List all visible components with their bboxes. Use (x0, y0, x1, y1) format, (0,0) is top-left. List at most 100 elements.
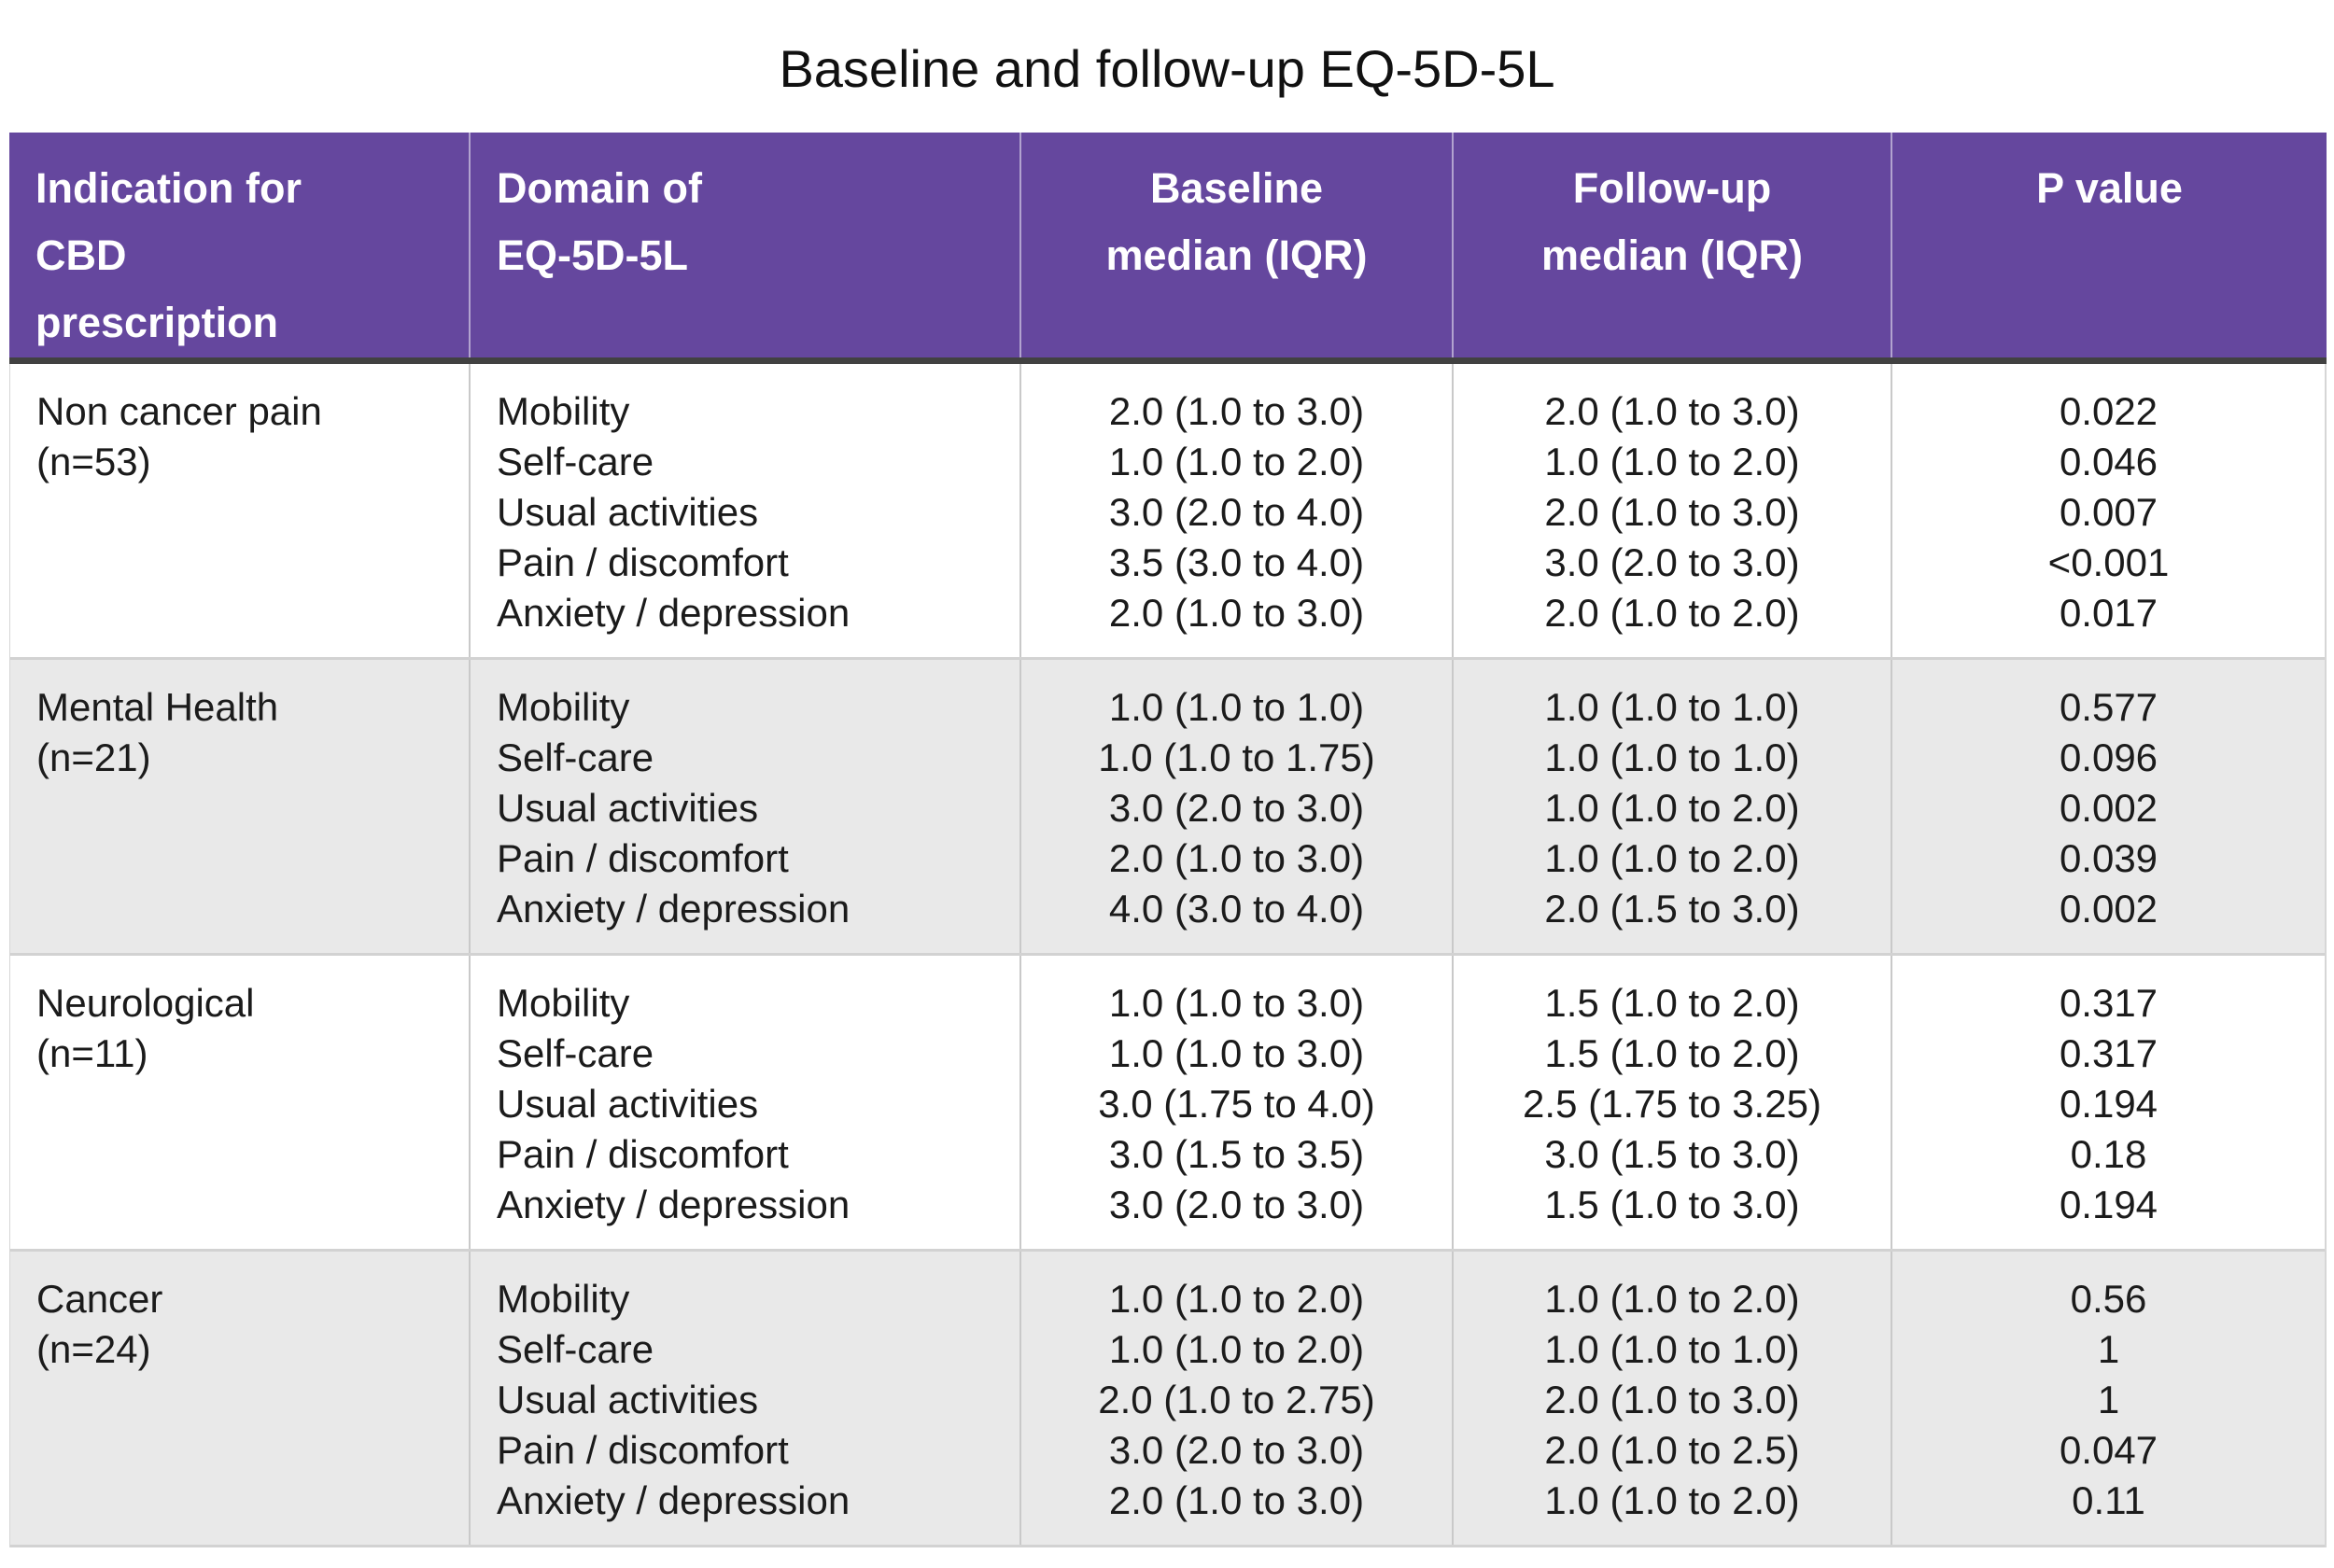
followup-value: 2.0 (1.0 to 2.0) (1544, 591, 1800, 635)
baseline-value: 1.0 (1.0 to 3.0) (1108, 1031, 1365, 1075)
baseline-value: 2.0 (1.0 to 3.0) (1108, 389, 1365, 433)
domain-label: Anxiety / depression (497, 1478, 851, 1522)
domain-label: Pain / discomfort (497, 1132, 789, 1176)
baseline-value: 2.0 (1.0 to 3.0) (1108, 1478, 1365, 1522)
pvalue-value: 0.007 (2059, 490, 2158, 534)
domain-label: Usual activities (497, 786, 759, 830)
domain-cell: Mobility Self-care Usual activities Pain / … (469, 956, 1019, 1249)
pvalue-value: 0.577 (2059, 685, 2158, 729)
domain-cell: Mobility Self-care Usual activities Pain / … (469, 660, 1019, 953)
pvalue-value: 0.046 (2059, 440, 2158, 483)
followup-value: 1.0 (1.0 to 2.0) (1544, 440, 1800, 483)
domain-label: Self-care (497, 735, 654, 779)
pvalue-value: 1 (2097, 1327, 2120, 1371)
followup-cell: 1.0 (1.0 to 2.0) 1.0 (1.0 to 1.0) 2.0 (1.0… (1452, 1252, 1891, 1545)
followup-value: 3.0 (2.0 to 3.0) (1544, 540, 1800, 584)
pvalue-value: 0.18 (2070, 1132, 2147, 1176)
baseline-value: 2.0 (1.0 to 3.0) (1108, 591, 1365, 635)
domain-label: Anxiety / depression (497, 887, 851, 931)
pvalue-value: 0.096 (2059, 735, 2158, 779)
pvalue-cell: 0.56 1 1 0.047 0.11 (1891, 1252, 2325, 1545)
pvalue-value: 0.56 (2070, 1277, 2147, 1321)
domain-label: Anxiety / depression (497, 1183, 851, 1226)
followup-value: 2.0 (1.0 to 3.0) (1544, 389, 1800, 433)
baseline-value: 3.5 (3.0 to 4.0) (1108, 540, 1365, 584)
pvalue-value: 0.317 (2059, 1031, 2158, 1075)
indication-cell: Neurological (n=11) (10, 956, 469, 1249)
baseline-cell: 2.0 (1.0 to 3.0) 1.0 (1.0 to 2.0) 3.0 (2.0… (1019, 364, 1452, 657)
baseline-value: 3.0 (2.0 to 4.0) (1108, 490, 1365, 534)
baseline-value: 1.0 (1.0 to 1.75) (1098, 735, 1375, 779)
followup-cell: 1.0 (1.0 to 1.0) 1.0 (1.0 to 1.0) 1.0 (1.0… (1452, 660, 1891, 953)
domain-label: Usual activities (497, 490, 759, 534)
baseline-value: 1.0 (1.0 to 2.0) (1108, 1327, 1365, 1371)
pvalue-value: 0.002 (2059, 887, 2158, 931)
followup-value: 2.0 (1.5 to 3.0) (1544, 887, 1800, 931)
followup-cell: 2.0 (1.0 to 3.0) 1.0 (1.0 to 2.0) 2.0 (1.0… (1452, 364, 1891, 657)
baseline-value: 1.0 (1.0 to 1.0) (1108, 685, 1365, 729)
followup-value: 1.0 (1.0 to 1.0) (1544, 1327, 1800, 1371)
baseline-value: 1.0 (1.0 to 2.0) (1108, 440, 1365, 483)
domain-label: Self-care (497, 1327, 654, 1371)
pvalue-cell: 0.317 0.317 0.194 0.18 0.194 (1891, 956, 2325, 1249)
title-area: Baseline and follow-up EQ-5D-5L (0, 0, 2334, 133)
followup-value: 2.0 (1.0 to 2.5) (1544, 1428, 1800, 1472)
domain-label: Mobility (497, 389, 630, 433)
pvalue-value: 0.11 (2072, 1478, 2145, 1522)
domain-label: Self-care (497, 1031, 654, 1075)
domain-cell: Mobility Self-care Usual activities Pain / … (469, 1252, 1019, 1545)
domain-label: Usual activities (497, 1378, 759, 1421)
pvalue-value: 0.194 (2059, 1183, 2158, 1226)
indication-n: (n=11) (36, 1031, 148, 1075)
table-row: Mental Health (n=21) Mobility Self-care Usua… (10, 660, 2325, 956)
baseline-value: 2.0 (1.0 to 3.0) (1108, 836, 1365, 880)
pvalue-cell: 0.022 0.046 0.007 <0.001 0.017 (1891, 364, 2325, 657)
followup-value: 1.0 (1.0 to 1.0) (1544, 735, 1800, 779)
indication-cell: Cancer (n=24) (10, 1252, 469, 1545)
header-cell-domain: Domain of EQ-5D-5L (469, 133, 1019, 357)
baseline-value: 3.0 (1.5 to 3.5) (1108, 1132, 1365, 1176)
followup-value: 1.0 (1.0 to 2.0) (1544, 1277, 1800, 1321)
followup-value: 1.0 (1.0 to 1.0) (1544, 685, 1800, 729)
indication-cell: Non cancer pain (n=53) (10, 364, 469, 657)
indication-label: Mental Health (36, 685, 279, 729)
header-cell-baseline: Baseline median (IQR) (1019, 133, 1452, 357)
table-title: Baseline and follow-up EQ-5D-5L (779, 39, 1555, 98)
domain-label: Pain / discomfort (497, 1428, 789, 1472)
header-cell-followup: Follow-up median (IQR) (1452, 133, 1891, 357)
pvalue-cell: 0.577 0.096 0.002 0.039 0.002 (1891, 660, 2325, 953)
baseline-value: 4.0 (3.0 to 4.0) (1108, 887, 1365, 931)
followup-value: 2.0 (1.0 to 3.0) (1544, 490, 1800, 534)
baseline-value: 2.0 (1.0 to 2.75) (1098, 1378, 1375, 1421)
followup-value: 1.0 (1.0 to 2.0) (1544, 836, 1800, 880)
followup-value: 2.0 (1.0 to 3.0) (1544, 1378, 1800, 1421)
pvalue-value: 0.047 (2059, 1428, 2158, 1472)
pvalue-value: 0.002 (2059, 786, 2158, 830)
indication-n: (n=21) (36, 735, 151, 779)
baseline-value: 3.0 (2.0 to 3.0) (1108, 1183, 1365, 1226)
pvalue-value: 0.022 (2059, 389, 2158, 433)
pvalue-value: <0.001 (2047, 540, 2170, 584)
indication-n: (n=24) (36, 1327, 151, 1371)
baseline-value: 1.0 (1.0 to 2.0) (1108, 1277, 1365, 1321)
followup-value: 1.5 (1.0 to 3.0) (1544, 1183, 1800, 1226)
baseline-value: 3.0 (2.0 to 3.0) (1108, 1428, 1365, 1472)
baseline-value: 3.0 (2.0 to 3.0) (1108, 786, 1365, 830)
baseline-cell: 1.0 (1.0 to 1.0) 1.0 (1.0 to 1.75) 3.0 (2.… (1019, 660, 1452, 953)
domain-label: Anxiety / depression (497, 591, 851, 635)
indication-label: Neurological (36, 981, 255, 1025)
pvalue-value: 1 (2097, 1378, 2120, 1421)
pvalue-value: 0.017 (2059, 591, 2158, 635)
followup-value: 2.5 (1.75 to 3.25) (1523, 1082, 1821, 1126)
followup-value: 1.0 (1.0 to 2.0) (1544, 786, 1800, 830)
followup-value: 1.5 (1.0 to 2.0) (1544, 981, 1800, 1025)
domain-cell: Mobility Self-care Usual activities Pain / … (469, 364, 1019, 657)
table-body: Non cancer pain (n=53) Mobility Self-care Us… (9, 364, 2327, 1547)
followup-cell: 1.5 (1.0 to 2.0) 1.5 (1.0 to 2.0) 2.5 (1.7… (1452, 956, 1891, 1249)
pvalue-value: 0.039 (2059, 836, 2158, 880)
baseline-value: 3.0 (1.75 to 4.0) (1098, 1082, 1375, 1126)
indication-cell: Mental Health (n=21) (10, 660, 469, 953)
domain-label: Pain / discomfort (497, 836, 789, 880)
table-row: Cancer (n=24) Mobility Self-care Usual activ… (10, 1252, 2325, 1547)
domain-label: Mobility (497, 981, 630, 1025)
